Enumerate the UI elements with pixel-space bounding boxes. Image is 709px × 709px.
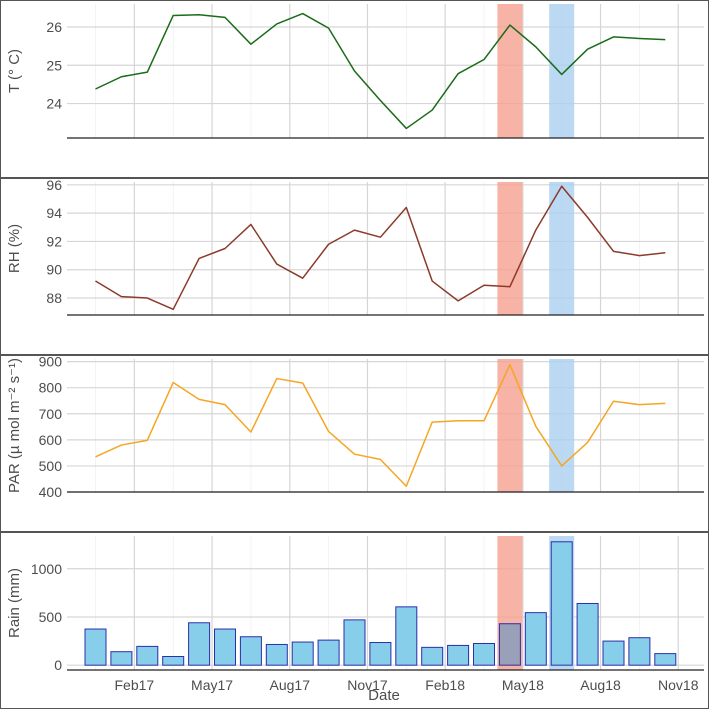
rain-bar xyxy=(395,606,418,666)
rain-bar xyxy=(291,641,314,666)
y-tick-label: 96 xyxy=(46,177,62,193)
rain-bar xyxy=(265,643,288,666)
y-tick-label: 0 xyxy=(54,657,62,673)
rain-bar xyxy=(602,640,625,666)
x-tick-label: Feb17 xyxy=(114,677,154,693)
rain-bar xyxy=(162,656,185,666)
rain-bar xyxy=(343,619,366,666)
rain-bar xyxy=(188,622,211,666)
y-tick-label: 90 xyxy=(46,262,62,278)
x-tick-label: Aug18 xyxy=(580,677,621,693)
y-axis-label: Rain (mm) xyxy=(6,568,23,638)
highlight-band xyxy=(497,359,523,492)
x-tick-label: Nov18 xyxy=(658,677,699,693)
highlight-band xyxy=(549,359,575,492)
x-tick-label: May18 xyxy=(502,677,544,693)
y-tick-label: 500 xyxy=(39,458,63,474)
series-line xyxy=(95,12,666,130)
x-tick-label: Feb18 xyxy=(425,677,465,693)
x-tick-label: May17 xyxy=(191,677,233,693)
y-axis-label: PAR (µ mol m⁻² s⁻¹) xyxy=(6,358,23,493)
panel-2: 400 500 600 700 800 900 PAR (µ mol m⁻² s⁻¹) xyxy=(0,354,709,532)
y-tick-label: 25 xyxy=(46,57,62,73)
y-tick-label: 400 xyxy=(39,484,63,500)
highlight-band xyxy=(497,4,523,138)
highlight-band xyxy=(549,4,575,138)
rain-bar xyxy=(550,541,573,666)
rain-bar xyxy=(654,653,677,666)
rain-bar xyxy=(421,646,444,666)
panel-frame xyxy=(0,355,709,532)
rain-bar xyxy=(628,637,651,666)
highlight-band xyxy=(549,182,575,315)
x-axis-label: Date xyxy=(368,687,400,704)
y-axis-label: RH (%) xyxy=(6,224,23,273)
y-axis-label: T (° C) xyxy=(6,49,23,93)
y-tick-label: 94 xyxy=(46,205,62,221)
rain-bar xyxy=(136,645,159,666)
rain-bar xyxy=(524,612,547,666)
panel-1: 88 90 92 94 96 RH (%) xyxy=(0,177,709,355)
panel-frame xyxy=(0,178,709,355)
rain-bar xyxy=(239,636,262,666)
rain-bar xyxy=(473,642,495,666)
series-line xyxy=(95,363,666,488)
rain-bar xyxy=(110,651,133,666)
y-tick-label: 24 xyxy=(46,96,62,112)
x-tick-label: Nov17 xyxy=(347,677,388,693)
y-tick-label: 88 xyxy=(46,290,62,306)
panel-3: 0 500 1000 Rain (mm) xyxy=(0,532,709,709)
highlight-band xyxy=(497,182,523,315)
y-tick-label: 600 xyxy=(39,432,63,448)
rain-bar xyxy=(447,644,470,666)
y-tick-label: 1000 xyxy=(31,561,62,577)
x-tick-label: Aug17 xyxy=(270,677,311,693)
rain-bar xyxy=(369,642,392,666)
rain-bar xyxy=(317,639,340,666)
y-tick-label: 26 xyxy=(46,19,62,35)
rain-bar xyxy=(84,628,107,666)
rain-bar xyxy=(576,602,599,666)
y-tick-label: 800 xyxy=(39,380,63,396)
y-tick-label: 500 xyxy=(39,609,63,625)
y-tick-label: 700 xyxy=(39,406,63,422)
y-tick-label: 900 xyxy=(39,354,63,370)
panel-0: 24 25 26 T (° C) xyxy=(0,0,709,178)
y-tick-label: 92 xyxy=(46,233,62,249)
rain-bar xyxy=(214,628,236,666)
series-line xyxy=(95,185,666,311)
rain-bar xyxy=(498,623,521,666)
